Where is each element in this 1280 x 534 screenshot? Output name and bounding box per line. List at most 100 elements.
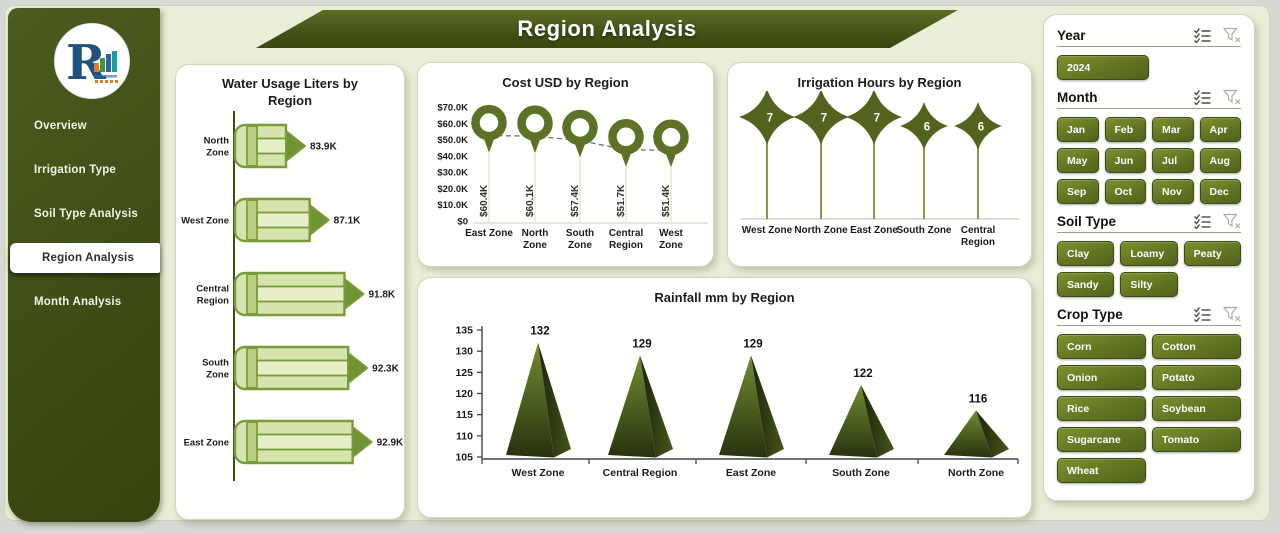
- svg-text:$50.0K: $50.0K: [437, 135, 468, 146]
- month-option-aug[interactable]: Aug: [1199, 148, 1241, 173]
- soil-type-option-sandy[interactable]: Sandy: [1057, 272, 1115, 297]
- month-slicer-divider: [1057, 108, 1241, 109]
- irrigation-hours-chart-title: Irrigation Hours by Region: [797, 75, 962, 90]
- svg-text:$0: $0: [457, 217, 468, 228]
- year-slicer-label: Year: [1057, 27, 1086, 43]
- crop-type-option-corn[interactable]: Corn: [1057, 334, 1146, 359]
- page-title: Region Analysis: [517, 16, 697, 41]
- multi-select-icon[interactable]: [1194, 27, 1211, 43]
- svg-text:92.9K: 92.9K: [377, 438, 404, 449]
- month-slicer-header: Month: [1057, 89, 1241, 105]
- svg-text:115: 115: [456, 409, 473, 421]
- clear-filter-icon[interactable]: [1223, 306, 1241, 322]
- rainfall-chart-title: Rainfall mm by Region: [654, 290, 795, 305]
- soil-slicer-header: Soil Type: [1057, 213, 1241, 229]
- crop-type-option-tomato[interactable]: Tomato: [1152, 427, 1241, 452]
- pyramid-bar: 129: [719, 338, 784, 458]
- soil-type-option-loamy[interactable]: Loamy: [1120, 241, 1178, 266]
- month-option-jul[interactable]: Jul: [1152, 148, 1194, 173]
- sidebar-item-region-analysis[interactable]: Region Analysis: [10, 243, 160, 273]
- month-slicer-options: Jan Feb Mar Apr May Jun Jul Aug Sep Oct Nov Dec: [1057, 117, 1241, 204]
- svg-text:120: 120: [455, 388, 473, 400]
- svg-text:South Zone: South Zone: [832, 467, 890, 479]
- multi-select-icon[interactable]: [1194, 213, 1211, 229]
- sidebar-item-soil-type-analysis[interactable]: Soil Type Analysis: [34, 208, 138, 220]
- svg-text:135: 135: [455, 325, 473, 337]
- svg-text:$60.4K: $60.4K: [479, 184, 490, 217]
- map-pin-marker: $60.1K: [517, 105, 553, 217]
- map-pin-marker: $60.4K: [471, 104, 507, 217]
- cost-chart: $0 $10.0K $20.0K $30.0K $40.0K $50.0K $60.0K $7…: [437, 103, 708, 251]
- svg-text:6: 6: [978, 122, 984, 134]
- crop-type-option-wheat[interactable]: Wheat: [1057, 458, 1146, 483]
- clear-filter-icon[interactable]: [1223, 27, 1241, 43]
- month-option-nov[interactable]: Nov: [1152, 179, 1194, 204]
- month-option-apr[interactable]: Apr: [1199, 117, 1241, 142]
- svg-text:130: 130: [455, 346, 473, 358]
- sidebar-item-month-analysis[interactable]: Month Analysis: [34, 296, 122, 308]
- pencil-bar: 87.1K West Zone: [181, 197, 361, 243]
- pyramid-bar: 122: [829, 368, 894, 458]
- month-option-jan[interactable]: Jan: [1057, 117, 1099, 142]
- clear-filter-icon[interactable]: [1223, 213, 1241, 229]
- rainfall-chart-card: Rainfall mm by Region 105 110 115 120 125 130…: [417, 277, 1032, 518]
- month-option-sep[interactable]: Sep: [1057, 179, 1099, 204]
- crop-type-option-rice[interactable]: Rice: [1057, 396, 1146, 421]
- star-marker: 7: [846, 91, 902, 145]
- sidebar-item-irrigation-type[interactable]: Irrigation Type: [34, 164, 117, 176]
- crop-slicer-label: Crop Type: [1057, 306, 1123, 322]
- svg-text:Zone: Zone: [206, 370, 229, 381]
- svg-text:87.1K: 87.1K: [334, 216, 361, 227]
- star-marker: 6: [954, 102, 1002, 150]
- svg-text:North: North: [204, 136, 230, 147]
- svg-text:Central: Central: [961, 225, 996, 236]
- svg-text:83.9K: 83.9K: [310, 142, 337, 153]
- crop-type-option-potato[interactable]: Potato: [1152, 365, 1241, 390]
- svg-text:Central: Central: [196, 284, 229, 295]
- svg-text:$30.0K: $30.0K: [437, 168, 468, 179]
- crop-type-option-onion[interactable]: Onion: [1057, 365, 1146, 390]
- month-option-dec[interactable]: Dec: [1199, 179, 1241, 204]
- svg-text:South: South: [566, 228, 594, 239]
- svg-text:7: 7: [767, 113, 773, 125]
- year-slicer-header: Year: [1057, 27, 1241, 43]
- month-slicer-label: Month: [1057, 89, 1098, 105]
- sidebar-item-overview[interactable]: Overview: [34, 120, 87, 132]
- month-option-oct[interactable]: Oct: [1104, 179, 1146, 204]
- svg-text:South: South: [202, 358, 229, 369]
- crop-type-option-sugarcane[interactable]: Sugarcane: [1057, 427, 1146, 452]
- pyramid-bar: 116: [944, 393, 1009, 458]
- svg-text:6: 6: [924, 122, 930, 134]
- crop-type-option-cotton[interactable]: Cotton: [1152, 334, 1241, 359]
- month-option-jun[interactable]: Jun: [1104, 148, 1146, 173]
- multi-select-icon[interactable]: [1194, 306, 1211, 322]
- page-title-banner: Region Analysis: [256, 10, 958, 48]
- water-usage-chart-title: Water Usage Liters by Region: [221, 76, 359, 108]
- soil-type-option-peaty[interactable]: Peaty: [1183, 241, 1241, 266]
- svg-text:$40.0K: $40.0K: [437, 151, 468, 162]
- month-option-feb[interactable]: Feb: [1104, 117, 1146, 142]
- svg-text:East Zone: East Zone: [465, 228, 513, 239]
- crop-slicer-options: Corn Cotton Onion Potato Rice Soybean Sugarcan…: [1057, 334, 1241, 483]
- sidebar-nav: Overview Irrigation Type Soil Type Analysi…: [8, 104, 160, 324]
- svg-text:105: 105: [455, 452, 473, 464]
- svg-text:129: 129: [743, 338, 762, 350]
- crop-type-option-soybean[interactable]: Soybean: [1152, 396, 1241, 421]
- water-usage-chart-card: Water Usage Liters by Region 83.9K North Z…: [175, 64, 405, 520]
- month-option-may[interactable]: May: [1057, 148, 1099, 173]
- svg-text:$70.0K: $70.0K: [437, 103, 468, 114]
- month-option-mar[interactable]: Mar: [1152, 117, 1194, 142]
- rainfall-chart: 105 110 115 120 125 130 135 132 129 129 122 116 West…: [455, 325, 1019, 479]
- year-option-2024[interactable]: 2024: [1057, 55, 1149, 80]
- soil-type-option-silty[interactable]: Silty: [1120, 272, 1178, 297]
- map-pin-marker: $51.4K: [653, 119, 689, 217]
- clear-filter-icon[interactable]: [1223, 89, 1241, 105]
- soil-type-option-clay[interactable]: Clay: [1057, 241, 1115, 266]
- pencil-bar: 92.9K East Zone: [184, 419, 404, 465]
- multi-select-icon[interactable]: [1194, 89, 1211, 105]
- filter-panel: Year 2024 Month Jan Feb Mar Apr May Jun Jul Aug…: [1043, 14, 1255, 501]
- soil-slicer-divider: [1057, 232, 1241, 233]
